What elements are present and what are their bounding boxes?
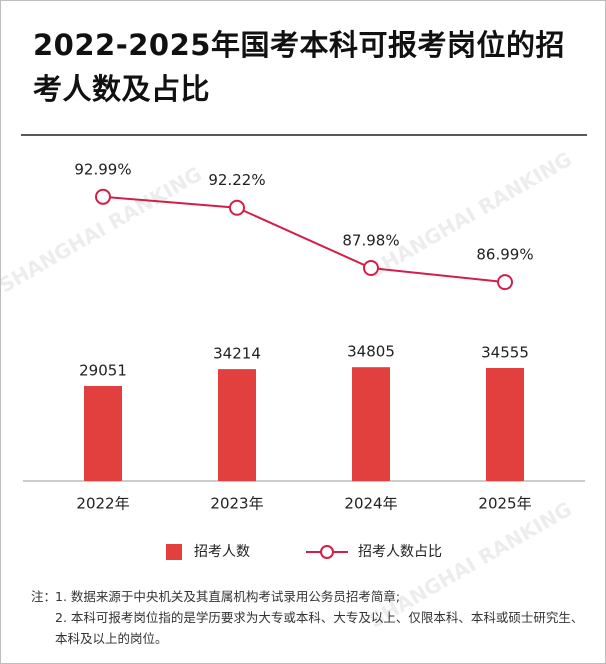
line-point: [229, 199, 245, 216]
line-value-label: 92.99%: [74, 160, 131, 178]
bar: [352, 367, 390, 481]
watermark: SHANGHAI RANKING: [365, 147, 576, 283]
line-value-label: 86.99%: [476, 246, 533, 264]
line-point: [363, 260, 379, 277]
bar-value-label: 34805: [347, 343, 395, 361]
legend-label: 招考人数占比: [358, 544, 442, 560]
line-value-label: 92.22%: [208, 171, 265, 189]
note-spacer: [31, 607, 55, 649]
watermark: SHANGHAI RANKING: [1, 162, 206, 298]
bar: [218, 369, 256, 481]
line: [102, 195, 506, 284]
x-tick-label: 2023年: [210, 495, 263, 513]
bar-value-label: 34214: [213, 345, 261, 363]
bar-value-label: 34555: [481, 344, 529, 362]
bar: [486, 368, 524, 481]
note-row: 2. 本科可报考岗位指的是学历要求为大专或本科、大专及以上、仅限本科、本科或硕士…: [31, 607, 591, 649]
bar-value-label: 29051: [79, 362, 127, 380]
line-value-label: 87.98%: [342, 232, 399, 250]
note-prefix: 注：: [31, 589, 57, 604]
line-point: [95, 188, 111, 205]
line-point: [497, 274, 513, 291]
legend-swatch: [166, 544, 182, 560]
legend-marker: [320, 545, 334, 559]
notes: 注： 1. 数据来源于中央机关及其直属机构考试录用公务员招考简章; 2. 本科可报…: [31, 586, 591, 649]
note: 1. 数据来源于中央机关及其直属机构考试录用公务员招考简章;: [55, 589, 401, 604]
x-tick-label: 2022年: [76, 495, 129, 513]
x-tick-label: 2024年: [344, 495, 397, 513]
note: 2. 本科可报考岗位指的是学历要求为大专或本科、大专及以上、仅限本科、本科或硕士…: [55, 610, 584, 646]
legend-label: 招考人数: [194, 544, 250, 560]
bar: [84, 386, 122, 481]
marks: SHANGHAI RANKING SHANGHAI RANKINGSHANGHAI…: [1, 147, 585, 633]
chart-title: 2022-2025年国考本科可报考岗位的招考人数及占比: [33, 28, 565, 106]
note-row: 注： 1. 数据来源于中央机关及其直属机构考试录用公务员招考简章;: [31, 586, 591, 607]
x-tick-label: 2025年: [478, 495, 531, 513]
